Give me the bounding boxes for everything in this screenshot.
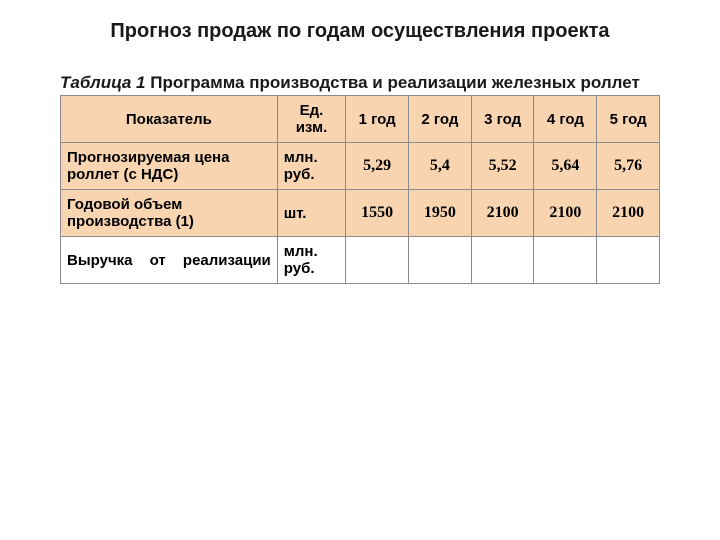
cell-value: 2100 (534, 190, 597, 237)
caption-rest: Программа производства и реализации желе… (146, 73, 640, 92)
cell-value: 5,64 (534, 143, 597, 190)
cell-value (597, 237, 660, 284)
forecast-table: Показатель Ед. изм. 1 год 2 год 3 год 4 … (60, 95, 660, 284)
cell-value: 1950 (408, 190, 471, 237)
cell-unit: млн. руб. (277, 237, 345, 284)
col-y4: 4 год (534, 96, 597, 143)
cell-value (346, 237, 409, 284)
cell-value (534, 237, 597, 284)
table-row: Выручка от реализации млн. руб. (61, 237, 660, 284)
cell-indicator: Прогнозируемая цена роллет (с НДС) (61, 143, 278, 190)
cell-value (471, 237, 534, 284)
caption-prefix: Таблица 1 (60, 73, 146, 92)
cell-value: 2100 (597, 190, 660, 237)
table-row: Годовой объем производства (1) шт. 1550 … (61, 190, 660, 237)
col-y1: 1 год (346, 96, 409, 143)
col-indicator: Показатель (61, 96, 278, 143)
cell-value: 5,4 (408, 143, 471, 190)
cell-unit: шт. (277, 190, 345, 237)
col-y2: 2 год (408, 96, 471, 143)
table-row: Прогнозируемая цена роллет (с НДС) млн. … (61, 143, 660, 190)
col-unit: Ед. изм. (277, 96, 345, 143)
col-y3: 3 год (471, 96, 534, 143)
col-y5: 5 год (597, 96, 660, 143)
cell-indicator: Выручка от реализации (61, 237, 278, 284)
cell-value: 5,29 (346, 143, 409, 190)
cell-value: 2100 (471, 190, 534, 237)
cell-value: 5,52 (471, 143, 534, 190)
cell-value: 5,76 (597, 143, 660, 190)
cell-value (408, 237, 471, 284)
table-caption: Таблица 1 Программа производства и реали… (60, 73, 660, 93)
cell-indicator: Годовой объем производства (1) (61, 190, 278, 237)
page-title: Прогноз продаж по годам осуществления пр… (60, 20, 660, 43)
cell-unit: млн. руб. (277, 143, 345, 190)
cell-value: 1550 (346, 190, 409, 237)
table-header-row: Показатель Ед. изм. 1 год 2 год 3 год 4 … (61, 96, 660, 143)
